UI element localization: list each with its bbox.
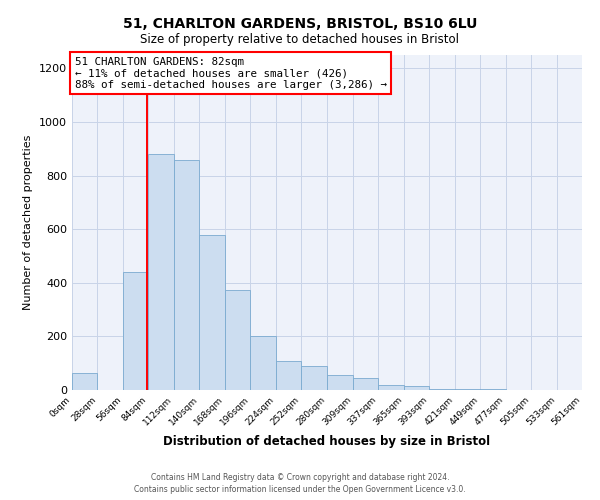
Bar <box>250 336 275 390</box>
Text: 51 CHARLTON GARDENS: 82sqm
← 11% of detached houses are smaller (426)
88% of sem: 51 CHARLTON GARDENS: 82sqm ← 11% of deta… <box>74 56 386 90</box>
Bar <box>379 384 404 390</box>
Y-axis label: Number of detached properties: Number of detached properties <box>23 135 34 310</box>
X-axis label: Distribution of detached houses by size in Bristol: Distribution of detached houses by size … <box>163 436 491 448</box>
Bar <box>404 386 429 390</box>
Bar <box>353 378 379 390</box>
Bar <box>225 290 250 390</box>
Bar <box>72 372 97 390</box>
Bar <box>148 154 174 390</box>
Bar <box>199 234 225 390</box>
Text: 51, CHARLTON GARDENS, BRISTOL, BS10 6LU: 51, CHARLTON GARDENS, BRISTOL, BS10 6LU <box>123 18 477 32</box>
Bar <box>326 376 353 390</box>
Bar <box>429 388 455 390</box>
Text: Contains HM Land Registry data © Crown copyright and database right 2024.
Contai: Contains HM Land Registry data © Crown c… <box>134 472 466 494</box>
Text: Size of property relative to detached houses in Bristol: Size of property relative to detached ho… <box>140 32 460 46</box>
Bar <box>123 272 148 390</box>
Bar <box>301 366 326 390</box>
Bar <box>275 360 301 390</box>
Bar <box>174 160 199 390</box>
